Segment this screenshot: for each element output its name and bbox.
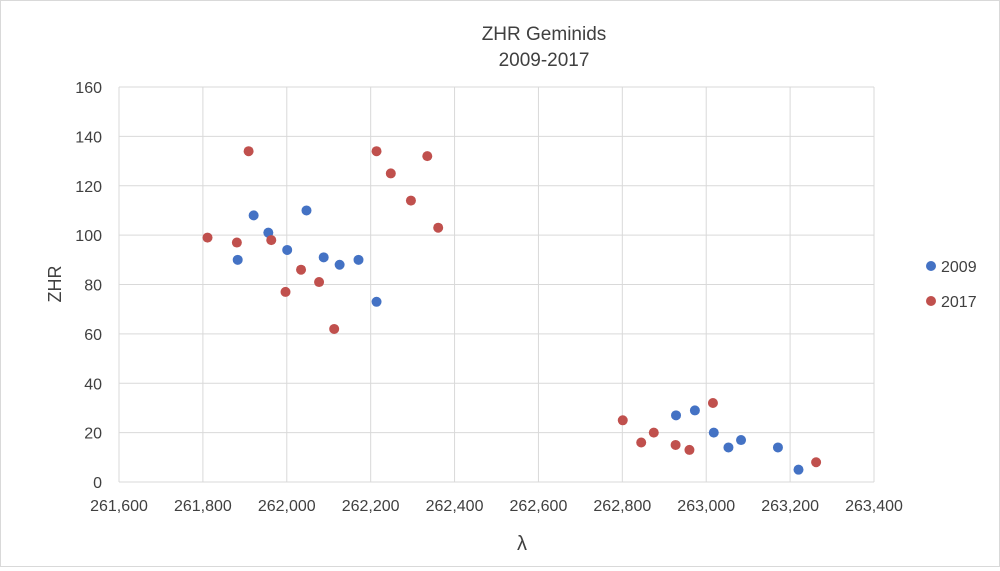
- x-axis-label: λ: [517, 533, 527, 555]
- y-tick-label: 80: [84, 278, 102, 295]
- legend: 2009 2017: [926, 259, 977, 311]
- data-point-2017: [371, 146, 382, 157]
- data-points: [202, 146, 822, 475]
- data-point-2009: [689, 405, 700, 416]
- x-tick-label: 262,200: [342, 498, 400, 515]
- data-point-2017: [266, 235, 277, 246]
- data-point-2017: [202, 232, 213, 243]
- data-point-2009: [301, 205, 312, 216]
- y-tick-label: 0: [93, 475, 102, 492]
- tick-labels: 0 20 40 60 80 100 120 140 160 261,600 261,800 262,0…: [75, 80, 903, 515]
- data-point-2009: [708, 427, 719, 438]
- data-point-2017: [385, 168, 396, 179]
- x-tick-label: 261,800: [174, 498, 232, 515]
- data-point-2009: [282, 244, 293, 255]
- data-point-2017: [617, 415, 628, 426]
- data-point-2017: [329, 323, 340, 334]
- y-tick-label: 100: [75, 228, 102, 245]
- data-point-2009: [671, 410, 682, 421]
- x-tick-label: 262,400: [426, 498, 484, 515]
- data-point-2017: [636, 437, 647, 448]
- y-tick-label: 140: [75, 129, 102, 146]
- legend-marker-2017: [926, 296, 936, 306]
- data-point-2017: [280, 286, 291, 297]
- data-point-2009: [723, 442, 734, 453]
- x-tick-label: 261,600: [90, 498, 148, 515]
- data-point-2017: [670, 439, 681, 450]
- y-axis-label: ZHR: [45, 266, 65, 303]
- data-point-2017: [296, 264, 307, 275]
- gridlines: [118, 86, 875, 483]
- legend-marker-2009: [926, 261, 936, 271]
- x-tick-label: 263,000: [677, 498, 735, 515]
- y-tick-label: 20: [84, 426, 102, 443]
- data-point-2009: [318, 252, 329, 263]
- legend-label-2009: 2009: [941, 259, 977, 276]
- data-point-2009: [232, 254, 243, 265]
- data-point-2017: [243, 146, 254, 157]
- x-tick-label: 262,800: [593, 498, 651, 515]
- data-point-2017: [314, 277, 325, 288]
- data-point-2017: [811, 457, 822, 468]
- data-point-2017: [684, 444, 695, 455]
- data-point-2017: [707, 398, 718, 408]
- x-tick-label: 263,400: [845, 498, 903, 515]
- data-point-2009: [334, 259, 345, 270]
- y-tick-label: 160: [75, 80, 102, 97]
- x-tick-label: 263,200: [761, 498, 819, 515]
- data-point-2017: [231, 237, 242, 248]
- data-point-2009: [736, 435, 747, 446]
- y-tick-label: 120: [75, 179, 102, 196]
- data-point-2017: [422, 151, 433, 162]
- y-tick-label: 60: [84, 327, 102, 344]
- data-point-2017: [433, 222, 444, 233]
- data-point-2009: [371, 296, 382, 307]
- data-point-2017: [648, 427, 659, 438]
- data-point-2009: [353, 254, 364, 265]
- data-point-2009: [248, 210, 259, 221]
- data-point-2009: [772, 442, 783, 453]
- data-point-2009: [793, 464, 804, 475]
- y-tick-label: 40: [84, 376, 102, 393]
- x-tick-label: 262,600: [510, 498, 568, 515]
- legend-label-2017: 2017: [941, 294, 977, 311]
- chart-title-line-2: 2009-2017: [499, 50, 590, 71]
- chart-title-line-1: ZHR Geminids: [482, 24, 607, 45]
- data-point-2017: [405, 195, 416, 206]
- x-tick-label: 262,000: [258, 498, 316, 515]
